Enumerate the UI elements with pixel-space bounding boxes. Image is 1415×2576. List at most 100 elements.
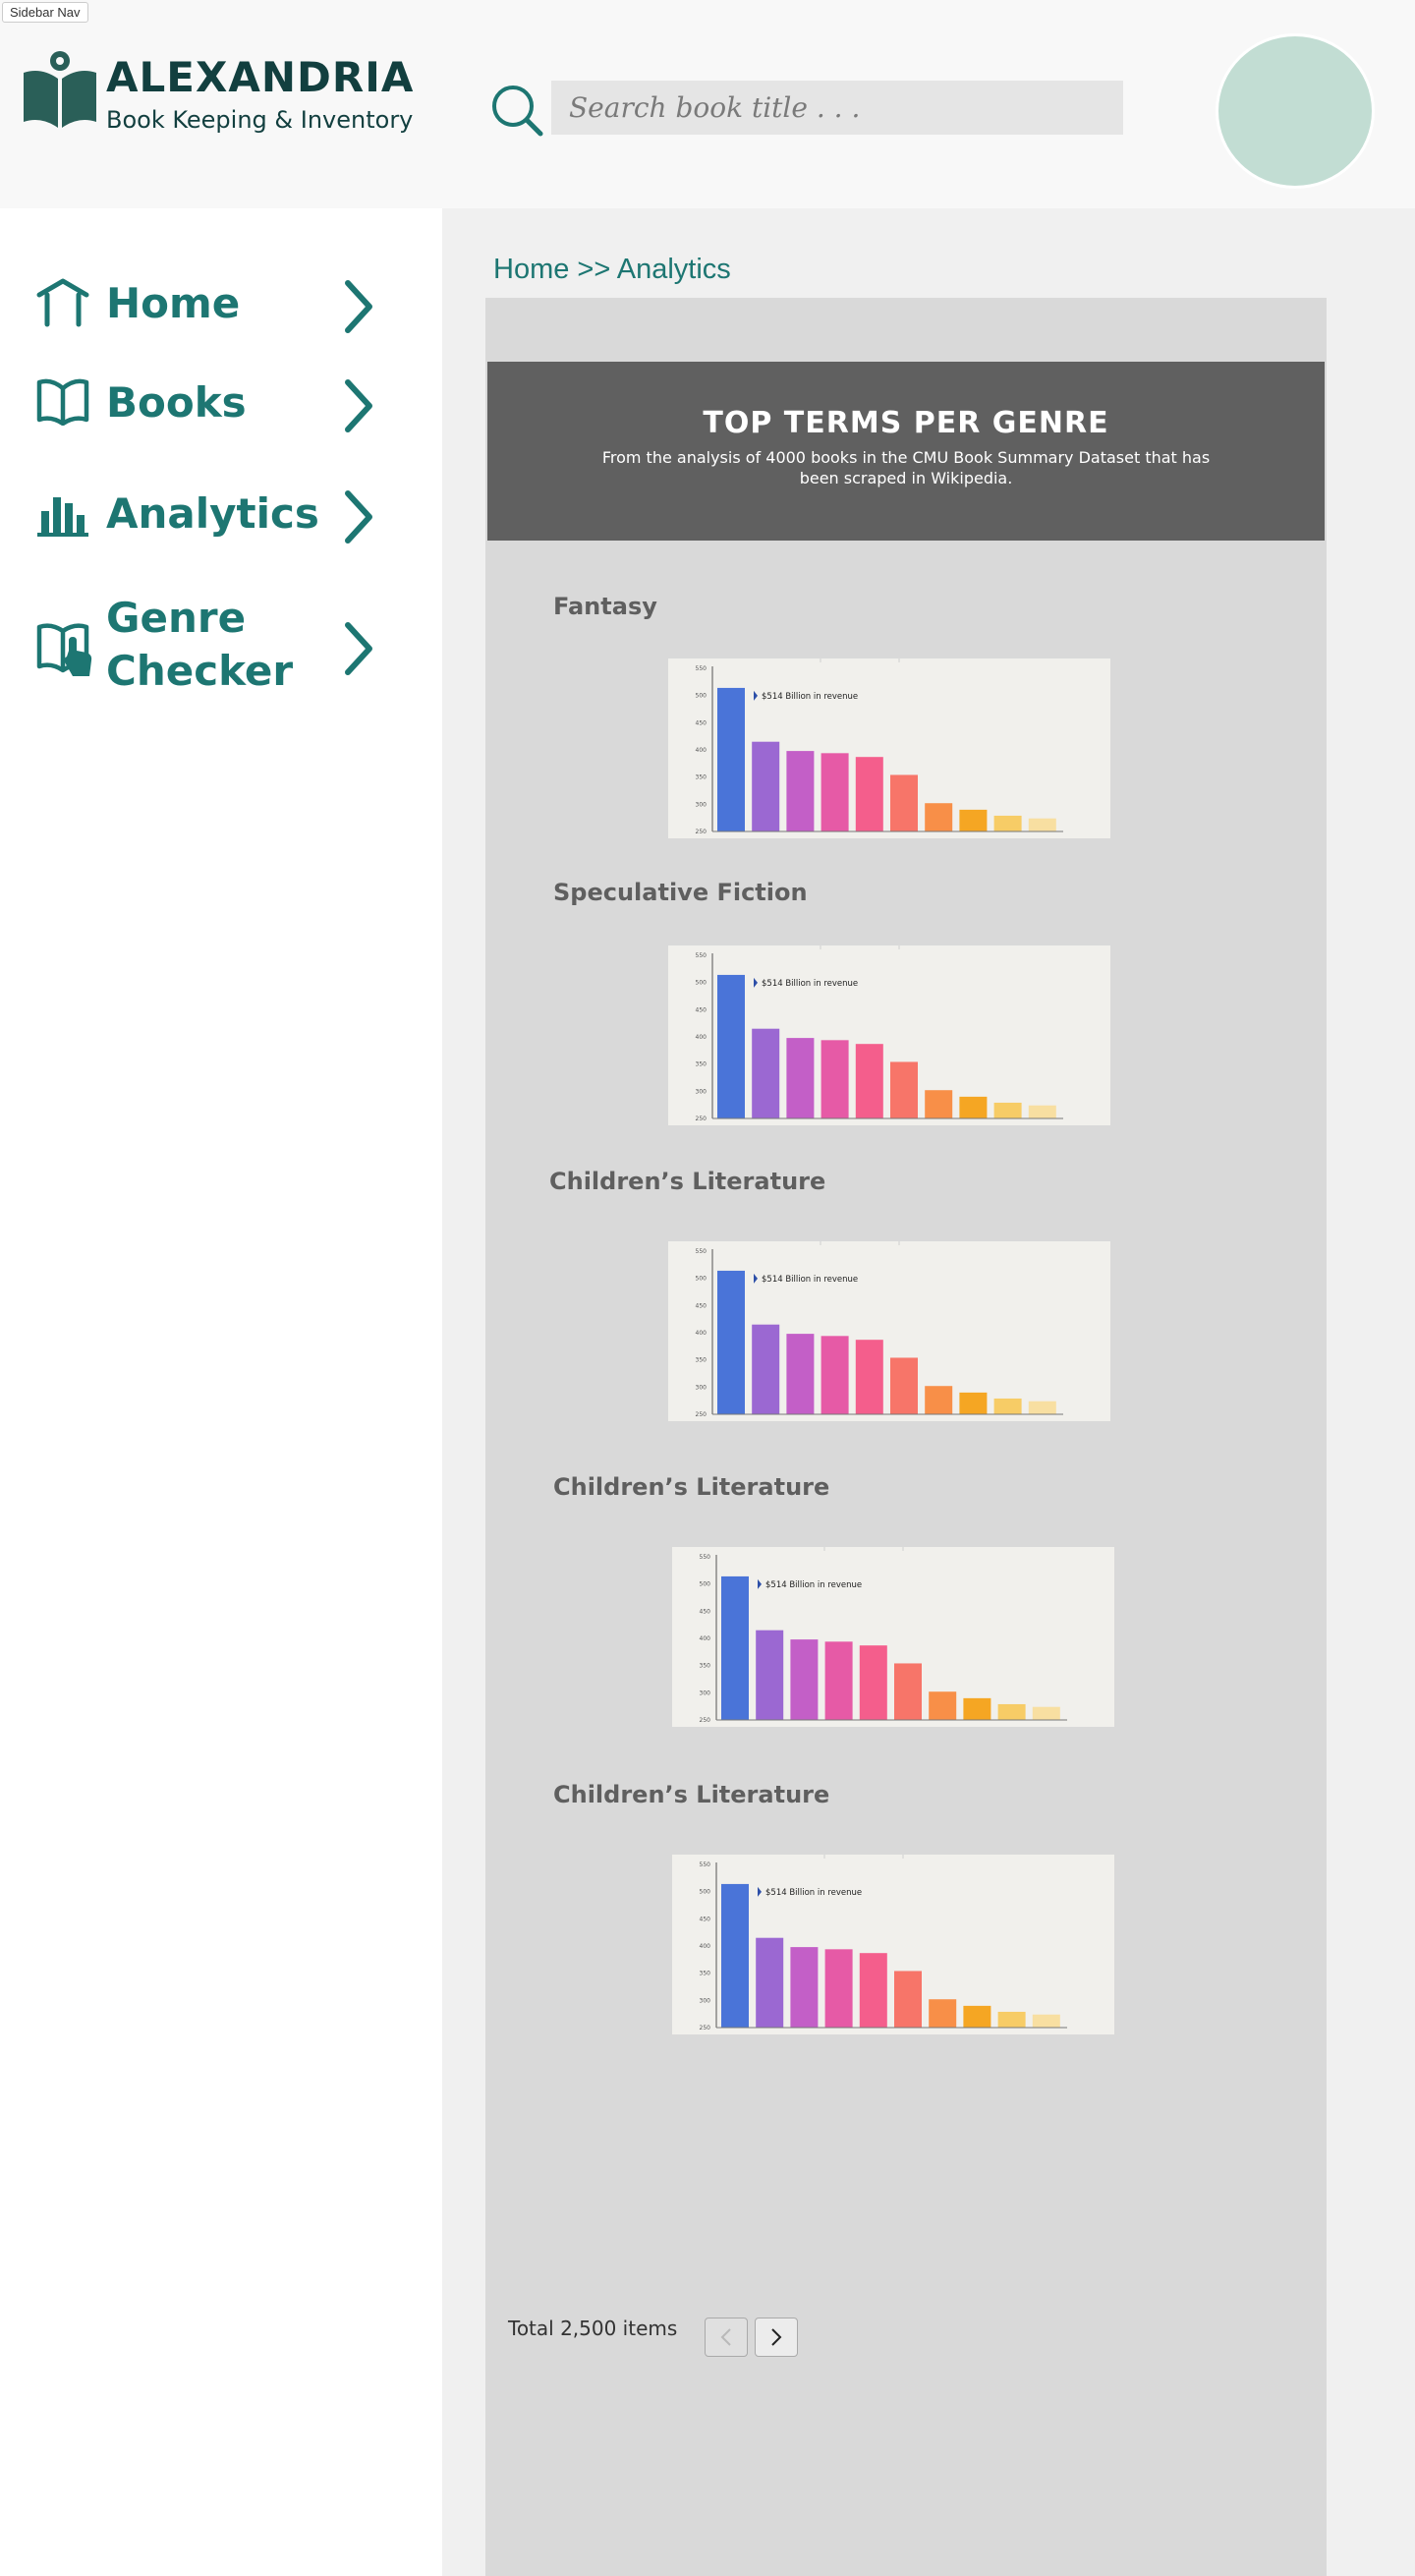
sidebar-item-label: Books [106,378,247,427]
chart-bar [721,1883,749,2028]
chart-bar [717,687,745,831]
y-tick-label: 400 [700,1943,711,1950]
chart-bar [963,1697,991,1720]
y-tick-label: 250 [700,1717,711,1724]
banner-subtitle: From the analysis of 4000 books in the C… [601,448,1211,487]
sidebar-item-label: Genre Checker [106,594,294,695]
genre-chart: 250 300 350 400 450 500 550 $514 Billion in rev… [672,1547,1114,1727]
y-tick-label: 300 [696,1088,708,1095]
sidebar-item-books[interactable]: Books [0,363,442,451]
sidebar-nav: Home Books Analytics [0,208,442,2576]
sidebar-nav-tag: Sidebar Nav [2,2,88,23]
chart-annotation: $514 Billion in revenue [762,692,858,702]
y-tick-label: 250 [700,2025,711,2032]
chart-bar [786,1334,815,1414]
chart-bar [1032,2014,1060,2028]
y-tick-label: 250 [696,1116,708,1122]
chart-bar [959,1096,988,1118]
y-tick-label: 350 [700,1971,711,1977]
sidebar-item-home[interactable]: Home [0,263,442,352]
y-tick-label: 500 [700,1889,711,1896]
bar-chart-icon [37,497,88,537]
y-tick-label: 300 [696,1384,708,1391]
y-tick-label: 350 [696,1357,708,1364]
y-tick-label: 450 [696,719,708,726]
chart-bar [997,1703,1026,1720]
genre-banner: TOP TERMS PER GENRE From the analysis of… [487,362,1325,541]
sidebar-item-genre-checker[interactable]: Genre Checker [0,586,442,704]
genre-title: Speculative Fiction [553,879,808,906]
next-page-button[interactable] [755,2318,798,2357]
chart-bar [894,1971,922,2028]
y-tick-label: 350 [700,1663,711,1670]
chart-bar [929,1999,957,2028]
bar-chart-svg: 250 300 350 400 450 500 550 $514 Billion in rev… [700,1855,1067,2032]
y-tick-label: 500 [696,980,708,987]
bar-chart-svg: 250 300 350 400 450 500 550 $514 Billion in rev… [696,945,1063,1122]
total-items: Total 2,500 items [508,2317,678,2340]
chart-bar [894,1663,922,1720]
genre-chart: 250 300 350 400 450 500 550 $514 Billion in rev… [668,658,1110,838]
chart-annotation: $514 Billion in revenue [762,1275,858,1285]
prev-page-button[interactable] [705,2318,748,2357]
breadcrumb[interactable]: Home >> Analytics [493,254,731,285]
chart-bar [859,1645,887,1720]
chart-bar [890,1357,918,1414]
annotation-marker-icon [758,1886,762,1897]
open-book-logo-icon [24,51,96,128]
chart-bar [821,1040,849,1118]
chart-bar [925,1386,953,1414]
sidebar-item-label: Analytics [106,489,319,538]
chart-bar [959,809,988,831]
y-tick-label: 300 [700,1689,711,1696]
chart-bar [721,1575,749,1720]
y-tick-label: 250 [696,1411,708,1418]
annotation-marker-icon [754,690,758,701]
chevron-right-icon [345,622,372,675]
chart-bar [717,974,745,1118]
chart-bar [752,1028,780,1118]
chart-bar [925,1090,953,1118]
chart-bar [786,1038,815,1118]
chart-bar [925,803,953,831]
annotation-marker-icon [754,1273,758,1284]
chart-bar [993,1102,1022,1118]
search-input[interactable] [551,81,1123,135]
y-tick-label: 450 [696,1006,708,1013]
chart-bar [756,1937,784,2028]
chart-bar [855,757,883,831]
y-tick-label: 400 [696,1034,708,1041]
y-tick-label: 500 [700,1581,711,1588]
chart-bar [790,1947,819,2028]
search-icon[interactable] [489,83,544,138]
y-tick-label: 450 [696,1302,708,1309]
genre-chart: 250 300 350 400 450 500 550 $514 Billion in rev… [672,1855,1114,2034]
chevron-right-icon [345,490,372,544]
y-tick-label: 450 [700,1608,711,1615]
analytics-panel [485,298,1327,2576]
brand-subtitle: Book Keeping & Inventory [106,106,414,134]
chart-bar [997,2011,1026,2028]
banner-title: TOP TERMS PER GENRE [703,406,1109,440]
y-tick-label: 250 [696,829,708,835]
chart-bar [824,1641,853,1720]
chart-bar [1028,818,1056,831]
avatar[interactable] [1216,33,1375,189]
chart-bar [1028,1401,1056,1414]
chart-bar [963,2005,991,2028]
genre-title: Fantasy [553,593,657,620]
sidebar-item-analytics[interactable]: Analytics [0,474,442,562]
y-tick-label: 400 [700,1635,711,1642]
genre-title: Children’s Literature [553,1473,830,1501]
annotation-marker-icon [754,977,758,988]
chart-bar [1028,1105,1056,1118]
brand-title: ALEXANDRIA [106,53,415,101]
chart-bar [824,1949,853,2028]
chart-bar [859,1953,887,2028]
chevron-right-icon [345,280,372,333]
y-tick-label: 550 [696,1248,708,1255]
chart-bar [890,774,918,831]
y-tick-label: 300 [700,1997,711,2004]
chevron-left-icon [720,2328,731,2346]
chart-bar [717,1270,745,1414]
